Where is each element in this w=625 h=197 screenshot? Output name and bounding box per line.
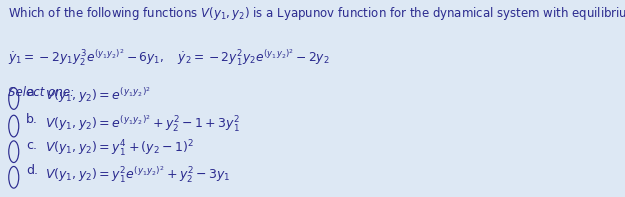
Text: a.: a. (26, 86, 38, 99)
Text: $V(y_1, y_2) = e^{(y_1 y_2)^2}$: $V(y_1, y_2) = e^{(y_1 y_2)^2}$ (45, 86, 151, 105)
Text: $V(y_1, y_2) = y_1^4 + (y_2 - 1)^2$: $V(y_1, y_2) = y_1^4 + (y_2 - 1)^2$ (45, 139, 194, 159)
Text: d.: d. (26, 164, 38, 177)
Text: b.: b. (26, 113, 38, 126)
Text: $V(y_1, y_2) = y_1^2 e^{(y_1 y_2)^2} + y_2^2 - 3y_1$: $V(y_1, y_2) = y_1^2 e^{(y_1 y_2)^2} + y… (45, 164, 231, 185)
Text: Which of the following functions $V(y_1, y_2)$ is a Lyapunov function for the dy: Which of the following functions $V(y_1,… (8, 5, 625, 22)
Text: c.: c. (26, 139, 38, 152)
Text: $\dot{y}_1 = -2y_1 y_2^3 e^{(y_1 y_2)^2} - 6y_1, \quad \dot{y}_2 = -2y_1^2 y_2 e: $\dot{y}_1 = -2y_1 y_2^3 e^{(y_1 y_2)^2}… (8, 47, 329, 68)
Text: $V(y_1, y_2) = e^{(y_1 y_2)^2} + y_2^2 - 1 + 3y_1^2$: $V(y_1, y_2) = e^{(y_1 y_2)^2} + y_2^2 -… (45, 113, 241, 134)
Text: Select one:: Select one: (8, 86, 74, 99)
